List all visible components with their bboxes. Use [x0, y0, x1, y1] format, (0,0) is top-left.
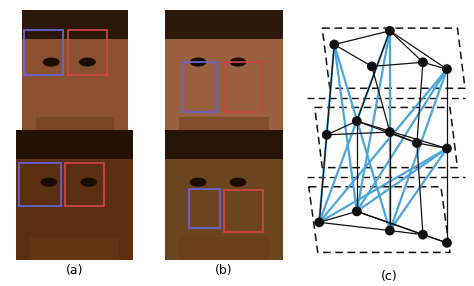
Point: [443, 241, 451, 245]
Point: [443, 67, 451, 72]
Bar: [165, 10, 283, 140]
Ellipse shape: [230, 57, 246, 67]
Point: [419, 232, 427, 237]
Point: [419, 60, 427, 65]
Bar: [179, 117, 269, 140]
Bar: [30, 237, 119, 260]
Bar: [16, 130, 133, 260]
Point: [323, 132, 330, 137]
Ellipse shape: [190, 178, 207, 187]
Point: [330, 42, 338, 47]
Text: (b): (b): [215, 265, 233, 277]
Bar: [182, 62, 217, 112]
Bar: [68, 29, 107, 75]
Point: [353, 119, 361, 123]
Point: [413, 141, 421, 145]
Bar: [36, 117, 114, 140]
Bar: [165, 10, 283, 39]
Point: [386, 29, 393, 33]
Ellipse shape: [40, 178, 57, 187]
Ellipse shape: [79, 57, 96, 67]
Text: (c): (c): [381, 270, 398, 283]
Bar: [224, 190, 263, 232]
Point: [316, 220, 323, 225]
Bar: [21, 10, 128, 140]
Point: [386, 130, 393, 134]
Bar: [179, 237, 269, 260]
Bar: [21, 10, 128, 39]
Bar: [18, 163, 61, 206]
Bar: [165, 130, 283, 159]
Bar: [24, 29, 64, 75]
Bar: [224, 62, 263, 112]
Ellipse shape: [81, 178, 97, 187]
Ellipse shape: [43, 57, 60, 67]
Point: [353, 209, 361, 214]
Bar: [16, 130, 133, 159]
Bar: [165, 130, 283, 260]
Point: [368, 64, 375, 69]
Ellipse shape: [190, 57, 207, 67]
Bar: [65, 163, 104, 206]
Point: [443, 146, 451, 151]
Point: [386, 228, 393, 233]
Ellipse shape: [230, 178, 246, 187]
Text: (a): (a): [66, 265, 83, 277]
Bar: [189, 189, 220, 228]
